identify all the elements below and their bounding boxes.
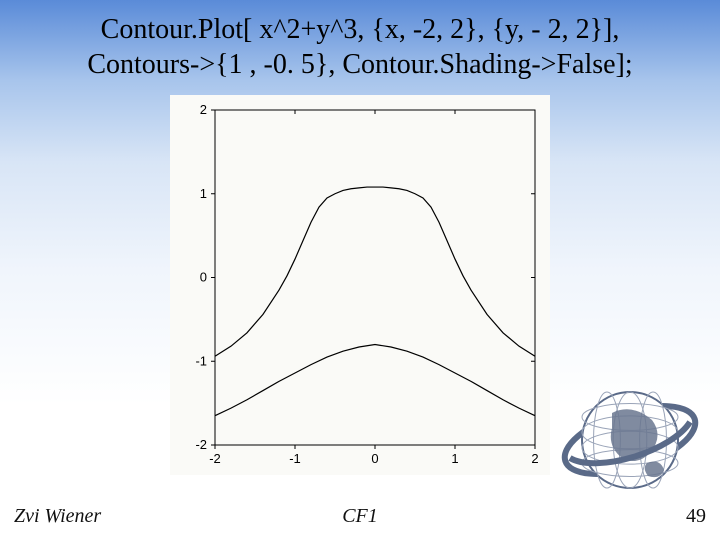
globe-graphic (552, 358, 702, 508)
title-line-2: Contours->{1 , -0. 5}, Contour.Shading->… (87, 49, 632, 80)
y-tick-label: 1 (200, 186, 207, 201)
title-line-1: Contour.Plot[ x^2+y^3, {x, -2, 2}, {y, -… (101, 14, 620, 45)
x-tick-label: -1 (289, 451, 301, 466)
footer-author: Zvi Wiener (14, 505, 101, 528)
x-tick-label: 0 (371, 451, 378, 466)
plot-frame (215, 110, 535, 445)
contour-lower (215, 345, 535, 416)
x-tick-label: -2 (209, 451, 221, 466)
footer-page-number: 49 (686, 505, 706, 528)
slide-title: Contour.Plot[ x^2+y^3, {x, -2, 2}, {y, -… (0, 0, 720, 82)
contour-upper (215, 187, 535, 356)
y-tick-label: -1 (195, 353, 207, 368)
footer-center: CF1 (342, 505, 378, 528)
x-tick-label: 2 (531, 451, 538, 466)
y-tick-label: 0 (200, 270, 207, 285)
y-tick-label: -2 (195, 437, 207, 452)
y-tick-label: 2 (200, 102, 207, 117)
contour-plot: -2 -1 0 1 2 -2 -1 0 1 2 (170, 95, 550, 475)
x-tick-label: 1 (451, 451, 458, 466)
